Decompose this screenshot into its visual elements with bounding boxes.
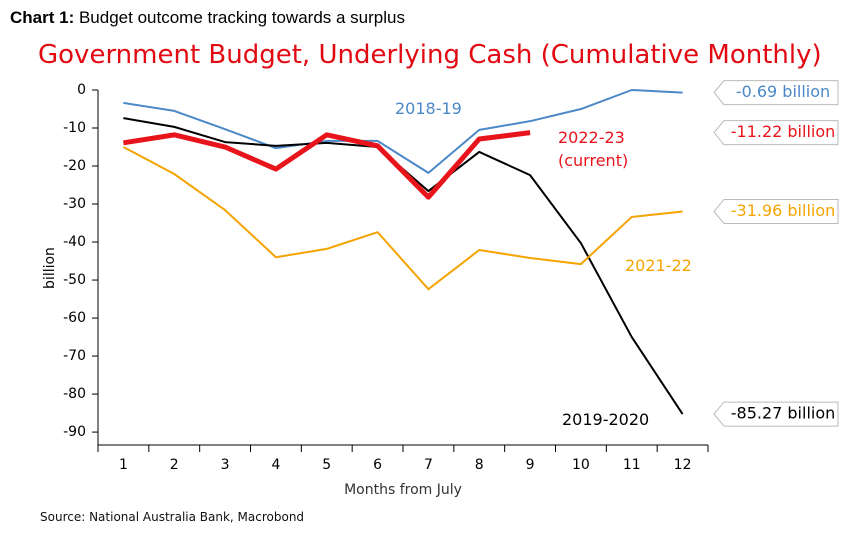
y-axis-label: billion [42, 247, 58, 289]
y-tick-label: -40 [63, 234, 86, 250]
chart-title: Government Budget, Underlying Cash (Cumu… [38, 40, 822, 70]
x-tick-label: 5 [322, 457, 331, 473]
x-tick-label: 1 [119, 457, 128, 473]
callout-box [713, 120, 839, 146]
callout-box [713, 401, 839, 427]
header-label: Chart 1: [10, 8, 75, 27]
series-line [123, 89, 683, 174]
header: Chart 1: Budget outcome tracking towards… [10, 8, 405, 28]
header-text: Budget outcome tracking towards a surplu… [78, 8, 405, 27]
x-axis-label: Months from July [344, 482, 462, 498]
x-tick-label: 6 [373, 457, 382, 473]
x-tick-label: 2 [170, 457, 179, 473]
callout-label: -0.69 billion [736, 82, 830, 101]
series-label: 2021-22 [625, 256, 692, 275]
series-line [122, 146, 683, 291]
x-tick-label: 7 [424, 457, 433, 473]
callout-box [713, 80, 839, 106]
x-tick-label: 3 [221, 457, 230, 473]
source: Source: National Australia Bank, Macrobo… [40, 510, 305, 524]
callout-box [713, 198, 839, 224]
y-tick-label: -70 [63, 348, 86, 364]
callout-label: -31.96 billion [731, 201, 836, 220]
callout-label: -85.27 billion [731, 404, 836, 423]
y-tick-label: -30 [63, 196, 86, 212]
x-tick-label: 11 [623, 457, 641, 473]
series-line [123, 130, 531, 200]
x-tick-label: 4 [271, 457, 280, 473]
y-tick-label: -50 [63, 272, 86, 288]
y-tick-label: -80 [63, 386, 86, 402]
x-tick-label: 8 [475, 457, 484, 473]
x-tick-label: 12 [674, 457, 692, 473]
series-label: 2019-2020 [562, 410, 650, 429]
x-tick-label: 9 [526, 457, 535, 473]
series-label: 2022-23 (current) [558, 128, 629, 170]
y-tick-label: -10 [63, 120, 86, 136]
y-tick-label: -60 [63, 310, 86, 326]
callout-label: -11.22 billion [731, 122, 836, 141]
y-tick-label: -90 [63, 424, 86, 440]
series-label: 2018-19 [395, 99, 462, 118]
x-tick-label: 10 [572, 457, 590, 473]
y-tick-label: 0 [77, 82, 86, 98]
y-tick-label: -20 [63, 158, 86, 174]
